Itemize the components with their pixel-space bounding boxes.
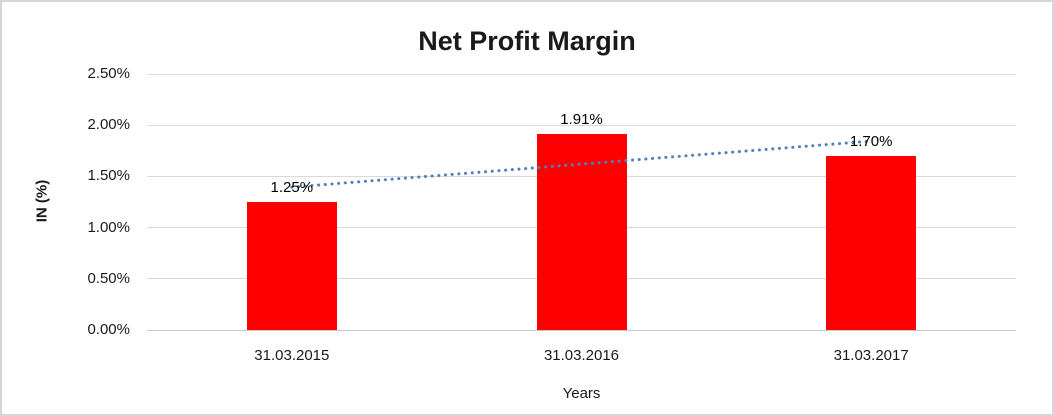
- y-tick-label: 0.00%: [87, 321, 130, 338]
- y-tick-label: 1.50%: [87, 167, 130, 185]
- x-tick-label: 31.03.2015: [254, 347, 330, 364]
- window-left-edge: [0, 0, 2, 416]
- y-tick-label: 1.00%: [87, 218, 130, 236]
- chart-title: Net Profit Margin: [418, 26, 636, 56]
- bar-31.03.2016: [536, 134, 627, 330]
- gridline: [147, 73, 1016, 75]
- x-tick-label: 31.03.2016: [543, 347, 620, 364]
- gridline: [147, 124, 1016, 126]
- x-axis-title: Years: [562, 385, 601, 402]
- x-axis-line: [147, 329, 1016, 331]
- bar-data-label: 1.70%: [849, 132, 893, 150]
- bar-31.03.2015: [246, 202, 337, 330]
- bar-data-label: 1.25%: [270, 179, 314, 196]
- y-tick-label: 0.50%: [87, 269, 130, 287]
- x-tick-label: 31.03.2017: [833, 347, 909, 364]
- y-tick-label: 2.00%: [87, 116, 130, 134]
- bar-31.03.2017: [826, 155, 917, 330]
- y-tick-label: 2.50%: [87, 65, 130, 82]
- bar-data-label: 1.91%: [560, 111, 603, 129]
